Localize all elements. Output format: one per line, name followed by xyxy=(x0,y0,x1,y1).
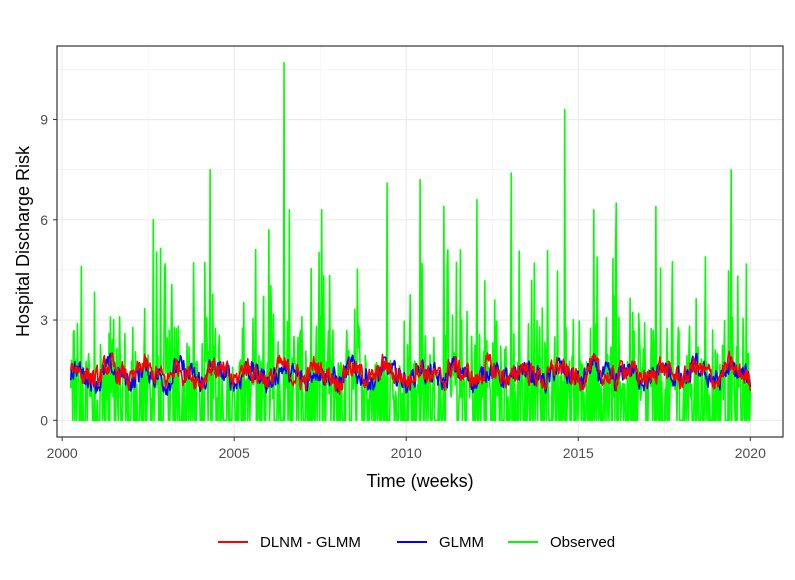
y-tick-label: 9 xyxy=(40,112,48,128)
y-axis: 0 3 6 9 xyxy=(40,112,57,428)
y-tick-label: 6 xyxy=(40,212,48,228)
series-line-observed xyxy=(69,61,752,422)
y-tick-label: 3 xyxy=(40,312,48,328)
x-tick-label: 2020 xyxy=(735,445,766,461)
legend-label: DLNM - GLMM xyxy=(260,534,361,551)
y-tick-label: 0 xyxy=(40,412,48,428)
y-axis-title: Hospital Discharge Risk xyxy=(13,145,33,337)
x-tick-label: 2010 xyxy=(391,445,422,461)
panel-border xyxy=(56,45,784,438)
legend: DLNM - GLMM GLMM Observed xyxy=(218,534,615,551)
x-axis-title: Time (weeks) xyxy=(366,471,473,491)
x-tick-label: 2000 xyxy=(47,445,78,461)
series-line-dlnm-glmm xyxy=(69,350,752,395)
x-tick-label: 2005 xyxy=(219,445,250,461)
legend-label: Observed xyxy=(550,534,615,551)
x-axis: 2000 2005 2010 2015 2020 xyxy=(47,437,766,461)
plot-area xyxy=(69,61,752,422)
x-tick-label: 2015 xyxy=(563,445,594,461)
legend-label: GLMM xyxy=(439,534,484,551)
